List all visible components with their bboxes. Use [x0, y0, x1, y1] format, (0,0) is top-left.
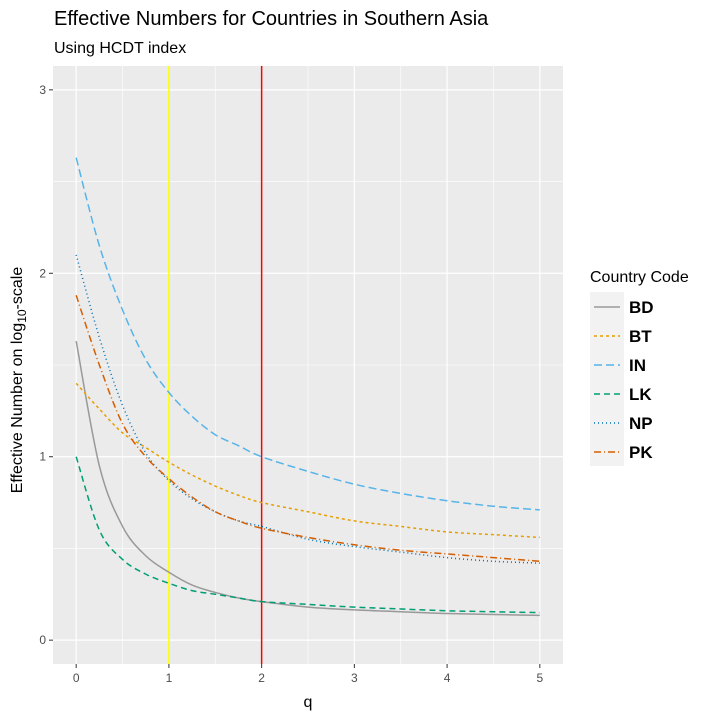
- legend-title: Country Code: [590, 269, 689, 286]
- x-tick-label: 3: [351, 671, 358, 685]
- legend: Country Code BD BT IN LK NP PK: [590, 269, 689, 466]
- legend-label-bt: BT: [629, 327, 652, 346]
- y-axis-title-end: -scale: [9, 267, 26, 310]
- x-axis: 0 1 2 3 4 5: [73, 664, 543, 685]
- y-tick-label: 0: [39, 633, 46, 647]
- series-line-in: [75, 157, 540, 511]
- x-axis-title: q: [304, 694, 313, 711]
- reference-lines: [168, 66, 263, 664]
- legend-label-pk: PK: [629, 443, 653, 462]
- chart-title: Effective Numbers for Countries in South…: [54, 8, 489, 30]
- grid-minor: [53, 66, 563, 664]
- series-line-pk: [75, 295, 540, 563]
- y-tick-label: 3: [39, 83, 46, 97]
- series-lines: [75, 157, 540, 617]
- series-line-bt: [75, 382, 540, 539]
- legend-label-bd: BD: [629, 298, 654, 317]
- x-tick-label: 1: [166, 671, 173, 685]
- y-axis-title: Effective Number on log10-scale: [9, 267, 29, 494]
- legend-key-background: [590, 292, 624, 466]
- chart-subtitle: Using HCDT index: [54, 40, 186, 57]
- x-tick-label: 0: [73, 671, 80, 685]
- y-axis: 0 1 2 3: [39, 83, 53, 647]
- y-axis-title-main: Effective Number on log: [9, 323, 26, 493]
- y-axis-title-subscript: 10: [15, 309, 29, 323]
- legend-items: BD BT IN LK NP PK: [594, 298, 654, 462]
- x-tick-label: 5: [536, 671, 543, 685]
- x-tick-label: 2: [258, 671, 265, 685]
- y-tick-label: 2: [39, 266, 46, 280]
- series-line-lk: [75, 456, 540, 614]
- legend-label-np: NP: [629, 414, 653, 433]
- x-tick-label: 4: [444, 671, 451, 685]
- y-tick-label: 1: [39, 450, 46, 464]
- legend-label-lk: LK: [629, 385, 652, 404]
- legend-label-in: IN: [629, 356, 646, 375]
